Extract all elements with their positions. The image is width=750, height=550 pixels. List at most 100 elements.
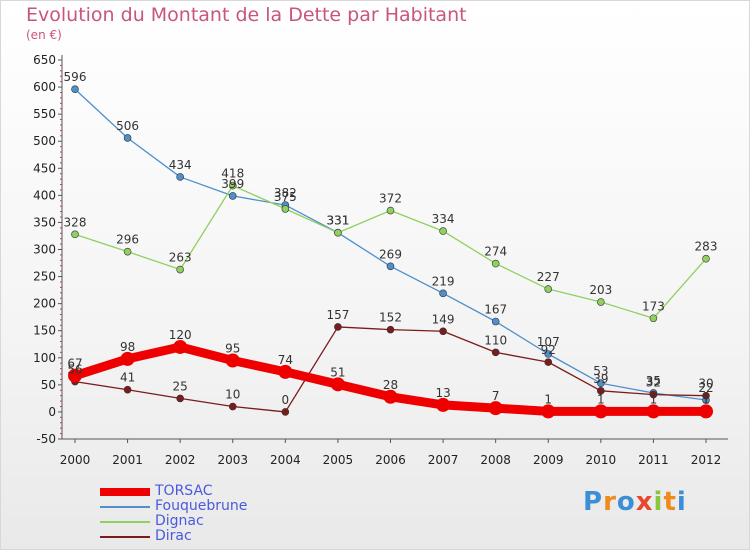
data-point-dignac (544, 285, 553, 293)
x-tick-label: 2010 (586, 453, 617, 467)
data-point-torsac (330, 377, 345, 392)
data-label-torsac: 67 (67, 357, 82, 371)
legend-swatch (100, 488, 150, 496)
data-point-torsac (173, 339, 188, 354)
data-label-dignac: 328 (64, 215, 87, 229)
data-point-dignac (123, 247, 132, 256)
x-tick-label: 2000 (60, 453, 91, 467)
data-label-fouquebrune: 107 (537, 335, 560, 349)
data-label-dirac: 110 (484, 333, 507, 347)
data-point-fouquebrune (439, 289, 447, 298)
data-label-fouquebrune: 399 (221, 177, 244, 191)
x-tick-label: 2011 (638, 453, 669, 467)
data-label-dignac: 227 (537, 270, 560, 284)
y-tick-label: 450 (33, 161, 56, 175)
data-label-torsac: 7 (492, 389, 500, 403)
data-point-fouquebrune (176, 173, 184, 181)
data-label-fouquebrune: 382 (274, 186, 297, 200)
data-point-dirac (597, 387, 605, 395)
data-label-dirac: 30 (698, 377, 713, 391)
data-point-dignac (228, 181, 237, 190)
data-point-fouquebrune (597, 379, 605, 388)
data-label-dignac: 331 (326, 214, 349, 228)
brand-logo: Proxiti (583, 487, 687, 517)
brand-letter: i (676, 487, 687, 517)
data-label-dignac: 296 (116, 233, 139, 247)
data-label-dirac: 32 (646, 376, 661, 390)
data-label-dirac: 10 (225, 388, 240, 402)
brand-letter: x (635, 487, 654, 517)
data-label-torsac: 95 (225, 341, 240, 355)
x-tick-label: 2002 (165, 453, 196, 467)
data-label-dignac: 173 (642, 299, 665, 313)
chart-title: Evolution du Montant de la Dette par Hab… (26, 4, 467, 26)
legend-label: Fouquebrune (155, 498, 248, 514)
y-tick-label: 100 (33, 351, 56, 365)
data-point-torsac (278, 364, 293, 379)
x-tick-label: 2008 (480, 453, 511, 467)
data-point-torsac (593, 404, 608, 419)
data-point-fouquebrune (71, 85, 79, 94)
data-point-fouquebrune (386, 262, 395, 271)
legend-swatch (100, 521, 150, 523)
data-label-fouquebrune: 35 (646, 374, 661, 388)
data-point-torsac (541, 404, 556, 419)
brand-letter: r (603, 487, 617, 517)
data-label-torsac: 98 (120, 340, 135, 354)
data-label-torsac: 28 (383, 378, 398, 392)
data-label-dignac: 375 (274, 190, 297, 204)
data-label-torsac: 1 (597, 392, 605, 406)
data-label-dignac: 274 (484, 245, 507, 259)
data-point-dignac (597, 298, 605, 306)
data-point-torsac (488, 401, 503, 416)
data-point-dirac (439, 327, 447, 336)
data-label-dignac: 203 (589, 283, 612, 297)
data-point-dignac (649, 314, 658, 323)
y-tick-label: 300 (33, 243, 56, 257)
y-tick-label: 0 (48, 405, 56, 419)
data-label-dignac: 372 (379, 192, 402, 206)
data-label-fouquebrune: 434 (169, 158, 192, 172)
data-label-dirac: 157 (326, 308, 349, 322)
data-label-dirac: 149 (432, 312, 455, 326)
data-point-dignac (439, 227, 447, 235)
data-point-dignac (334, 228, 342, 237)
data-point-dirac (544, 358, 553, 366)
data-label-torsac: 13 (435, 386, 450, 400)
x-tick-label: 2005 (323, 453, 354, 467)
x-tick-label: 2001 (112, 453, 143, 467)
data-point-dirac (281, 408, 290, 416)
y-tick-label: 200 (33, 297, 56, 311)
data-point-torsac (383, 389, 398, 404)
y-tick-label: 350 (33, 215, 56, 229)
data-label-torsac: 51 (330, 365, 345, 379)
legend-label: Dignac (155, 513, 204, 529)
data-point-dignac (176, 265, 184, 274)
data-label-dirac: 92 (541, 343, 556, 357)
data-point-dirac (649, 390, 658, 399)
legend-swatch (100, 506, 150, 508)
data-label-fouquebrune: 269 (379, 247, 402, 261)
data-label-dignac: 283 (695, 240, 718, 254)
data-point-dignac (281, 205, 290, 213)
legend-label: Dirac (155, 528, 192, 544)
x-tick-label: 2004 (270, 453, 301, 467)
data-label-torsac: 120 (169, 328, 192, 342)
data-label-torsac: 1 (702, 392, 710, 406)
data-label-dignac: 263 (169, 251, 192, 265)
data-label-torsac: 74 (278, 353, 293, 367)
data-label-dirac: 39 (593, 372, 608, 386)
data-point-fouquebrune (544, 350, 553, 358)
y-tick-label: 500 (33, 134, 56, 148)
data-label-torsac: 1 (650, 392, 658, 406)
y-tick-label: 50 (41, 378, 56, 392)
data-point-dirac (386, 325, 395, 334)
data-label-torsac: 1 (544, 392, 552, 406)
data-point-dirac (228, 402, 237, 411)
data-point-dignac (386, 206, 395, 215)
data-label-dignac: 418 (221, 167, 244, 181)
x-tick-label: 2007 (428, 453, 459, 467)
data-point-torsac (68, 368, 82, 383)
data-label-dirac: 41 (120, 371, 135, 385)
